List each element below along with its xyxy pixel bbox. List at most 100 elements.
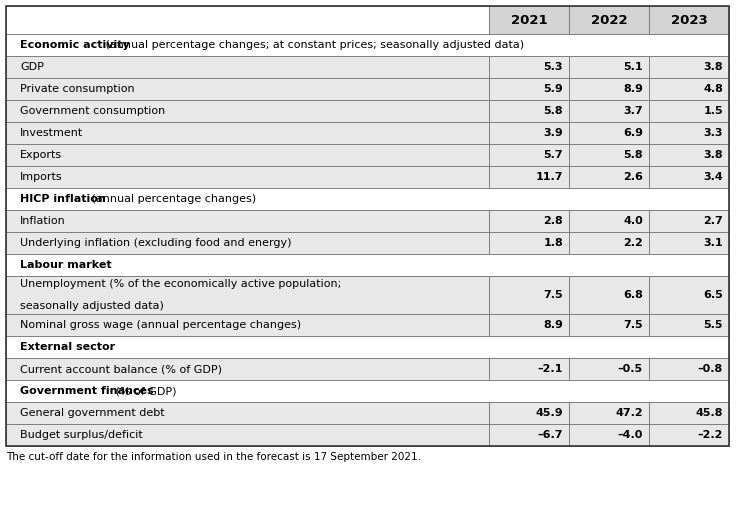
Text: Labour market: Labour market [20,260,112,270]
Text: Economic activity: Economic activity [20,40,130,50]
Text: 3.1: 3.1 [704,238,723,248]
Text: –0.8: –0.8 [698,364,723,374]
Text: 2.6: 2.6 [623,172,643,182]
Bar [6,232,489,254]
Text: 5.9: 5.9 [543,84,563,94]
Text: 5.8: 5.8 [543,106,563,116]
Bar [6,276,489,314]
Bar [489,6,569,34]
Bar [489,402,569,424]
Text: 2022: 2022 [591,14,627,26]
Bar [6,380,729,402]
Text: 2021: 2021 [511,14,548,26]
Text: 6.9: 6.9 [623,128,643,138]
Text: (annual percentage changes; at constant prices; seasonally adjusted data): (annual percentage changes; at constant … [103,40,524,50]
Bar [649,424,729,446]
Bar [6,254,729,276]
Bar [6,188,729,210]
Text: –2.1: –2.1 [538,364,563,374]
Bar [649,56,729,78]
Text: 5.1: 5.1 [623,62,643,72]
Bar [569,166,649,188]
Bar [569,314,649,336]
Bar [649,78,729,100]
Bar [569,6,649,34]
Bar [489,210,569,232]
Text: (% of GDP): (% of GDP) [112,386,177,396]
Bar [649,232,729,254]
Text: –6.7: –6.7 [538,430,563,440]
Bar [489,424,569,446]
Bar [569,144,649,166]
Text: External sector: External sector [20,342,116,352]
Bar [489,100,569,122]
Text: HICP inflation: HICP inflation [20,194,106,204]
Text: Investment: Investment [20,128,83,138]
Bar [569,402,649,424]
Text: Underlying inflation (excluding food and energy): Underlying inflation (excluding food and… [20,238,292,248]
Text: 3.8: 3.8 [704,150,723,160]
Bar [649,166,729,188]
Bar [6,424,489,446]
Text: 45.8: 45.8 [695,408,723,418]
Text: 11.7: 11.7 [536,172,563,182]
Text: 47.2: 47.2 [615,408,643,418]
Bar [6,6,729,446]
Text: 5.7: 5.7 [543,150,563,160]
Bar [6,402,489,424]
Text: Budget surplus/deficit: Budget surplus/deficit [20,430,142,440]
Text: Private consumption: Private consumption [20,84,135,94]
Text: 7.5: 7.5 [543,290,563,300]
Text: Nominal gross wage (annual percentage changes): Nominal gross wage (annual percentage ch… [20,320,301,330]
Bar [569,276,649,314]
Text: GDP: GDP [20,62,44,72]
Text: seasonally adjusted data): seasonally adjusted data) [20,300,164,311]
Bar [569,100,649,122]
Bar [649,314,729,336]
Text: Unemployment (% of the economically active population;: Unemployment (% of the economically acti… [20,279,341,289]
Bar [6,314,489,336]
Bar [649,6,729,34]
Bar [489,276,569,314]
Text: 5.3: 5.3 [544,62,563,72]
Text: Government finances: Government finances [20,386,154,396]
Bar [6,122,489,144]
Text: 6.5: 6.5 [704,290,723,300]
Text: General government debt: General government debt [20,408,165,418]
Text: 45.9: 45.9 [536,408,563,418]
Bar [649,144,729,166]
Bar [489,144,569,166]
Text: 5.5: 5.5 [704,320,723,330]
Text: Current account balance (% of GDP): Current account balance (% of GDP) [20,364,222,374]
Bar [489,314,569,336]
Text: The cut-off date for the information used in the forecast is 17 September 2021.: The cut-off date for the information use… [6,452,421,462]
Text: 5.8: 5.8 [623,150,643,160]
Text: Exports: Exports [20,150,62,160]
Bar [569,56,649,78]
Text: –4.0: –4.0 [618,430,643,440]
Text: 2.7: 2.7 [704,216,723,226]
Bar [569,424,649,446]
Bar [6,336,729,358]
Text: 2023: 2023 [670,14,707,26]
Bar [569,232,649,254]
Bar [649,402,729,424]
Text: 4.0: 4.0 [623,216,643,226]
Bar [649,276,729,314]
Bar [6,210,489,232]
Bar [649,100,729,122]
Text: –2.2: –2.2 [698,430,723,440]
Text: 7.5: 7.5 [623,320,643,330]
Text: 8.9: 8.9 [543,320,563,330]
Text: 3.8: 3.8 [704,62,723,72]
Bar [6,144,489,166]
Bar [649,210,729,232]
Bar [569,210,649,232]
Bar [6,100,489,122]
Bar [489,122,569,144]
Text: 1.8: 1.8 [543,238,563,248]
Bar [569,122,649,144]
Bar [6,56,489,78]
Bar [569,78,649,100]
Bar [6,358,489,380]
